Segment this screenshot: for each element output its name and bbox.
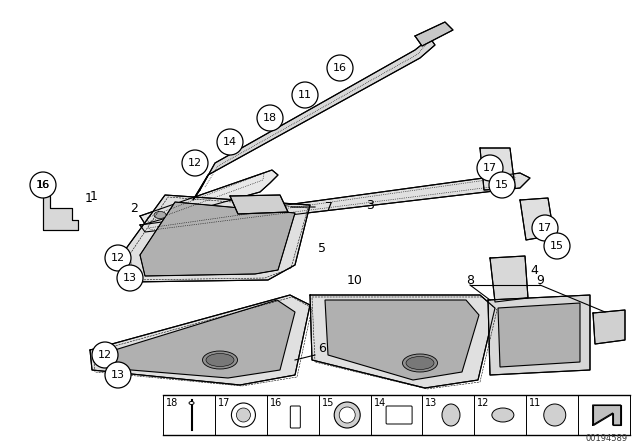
Text: 12: 12	[477, 398, 490, 408]
Polygon shape	[43, 196, 78, 230]
Circle shape	[117, 265, 143, 291]
Polygon shape	[193, 38, 435, 200]
Text: 1: 1	[85, 191, 93, 204]
Text: 13: 13	[123, 273, 137, 283]
Circle shape	[292, 82, 318, 108]
Text: 5: 5	[318, 241, 326, 254]
Polygon shape	[310, 295, 495, 388]
Ellipse shape	[403, 354, 438, 372]
Text: 9: 9	[536, 273, 544, 287]
Circle shape	[544, 404, 566, 426]
Text: 00194589: 00194589	[586, 434, 628, 443]
Text: 3: 3	[366, 198, 374, 211]
Text: 12: 12	[111, 253, 125, 263]
Text: 13: 13	[426, 398, 438, 408]
Ellipse shape	[206, 353, 234, 366]
Text: 15: 15	[495, 180, 509, 190]
Circle shape	[544, 233, 570, 259]
Polygon shape	[90, 295, 310, 385]
Polygon shape	[125, 195, 310, 282]
Text: 11: 11	[298, 90, 312, 100]
Circle shape	[232, 403, 255, 427]
Polygon shape	[140, 202, 295, 276]
Ellipse shape	[154, 211, 166, 219]
FancyBboxPatch shape	[291, 406, 300, 428]
Ellipse shape	[442, 404, 460, 426]
Polygon shape	[520, 198, 554, 240]
Text: 6: 6	[318, 341, 326, 354]
Polygon shape	[140, 170, 278, 224]
Text: 7: 7	[325, 201, 333, 214]
Polygon shape	[480, 148, 515, 190]
Text: 17: 17	[218, 398, 230, 408]
Circle shape	[477, 155, 503, 181]
Polygon shape	[415, 22, 453, 46]
Text: 18: 18	[263, 113, 277, 123]
Text: 14: 14	[374, 398, 386, 408]
Circle shape	[92, 342, 118, 368]
Text: 2: 2	[130, 202, 138, 215]
Circle shape	[30, 172, 56, 198]
FancyBboxPatch shape	[386, 406, 412, 424]
Text: 8: 8	[466, 273, 474, 287]
Text: 16: 16	[36, 180, 50, 190]
Circle shape	[182, 150, 208, 176]
Circle shape	[105, 362, 131, 388]
Circle shape	[236, 408, 250, 422]
Circle shape	[532, 215, 558, 241]
Text: 16: 16	[270, 398, 282, 408]
Ellipse shape	[189, 401, 194, 405]
Circle shape	[327, 55, 353, 81]
Text: 11: 11	[529, 398, 541, 408]
Polygon shape	[230, 195, 288, 214]
Text: 17: 17	[483, 163, 497, 173]
Text: 12: 12	[98, 350, 112, 360]
Polygon shape	[593, 310, 625, 344]
Text: 10: 10	[347, 273, 363, 287]
Text: 15: 15	[322, 398, 334, 408]
Polygon shape	[140, 173, 530, 232]
Text: 1: 1	[90, 190, 98, 202]
Text: 16: 16	[36, 180, 50, 190]
Ellipse shape	[406, 357, 434, 370]
Polygon shape	[490, 256, 528, 302]
Text: 17: 17	[538, 223, 552, 233]
Ellipse shape	[492, 408, 514, 422]
Polygon shape	[325, 300, 479, 380]
Text: 14: 14	[223, 137, 237, 147]
Ellipse shape	[202, 351, 237, 369]
Text: 18: 18	[166, 398, 179, 408]
Circle shape	[334, 402, 360, 428]
Text: 15: 15	[550, 241, 564, 251]
Text: 12: 12	[188, 158, 202, 168]
Circle shape	[489, 172, 515, 198]
Polygon shape	[105, 300, 295, 378]
Circle shape	[257, 105, 283, 131]
Text: 16: 16	[333, 63, 347, 73]
Circle shape	[339, 407, 355, 423]
Polygon shape	[498, 303, 580, 367]
Text: 13: 13	[111, 370, 125, 380]
Polygon shape	[593, 405, 621, 425]
Circle shape	[32, 174, 54, 196]
Text: 4: 4	[530, 263, 538, 276]
Polygon shape	[488, 295, 590, 375]
Circle shape	[217, 129, 243, 155]
Circle shape	[105, 245, 131, 271]
